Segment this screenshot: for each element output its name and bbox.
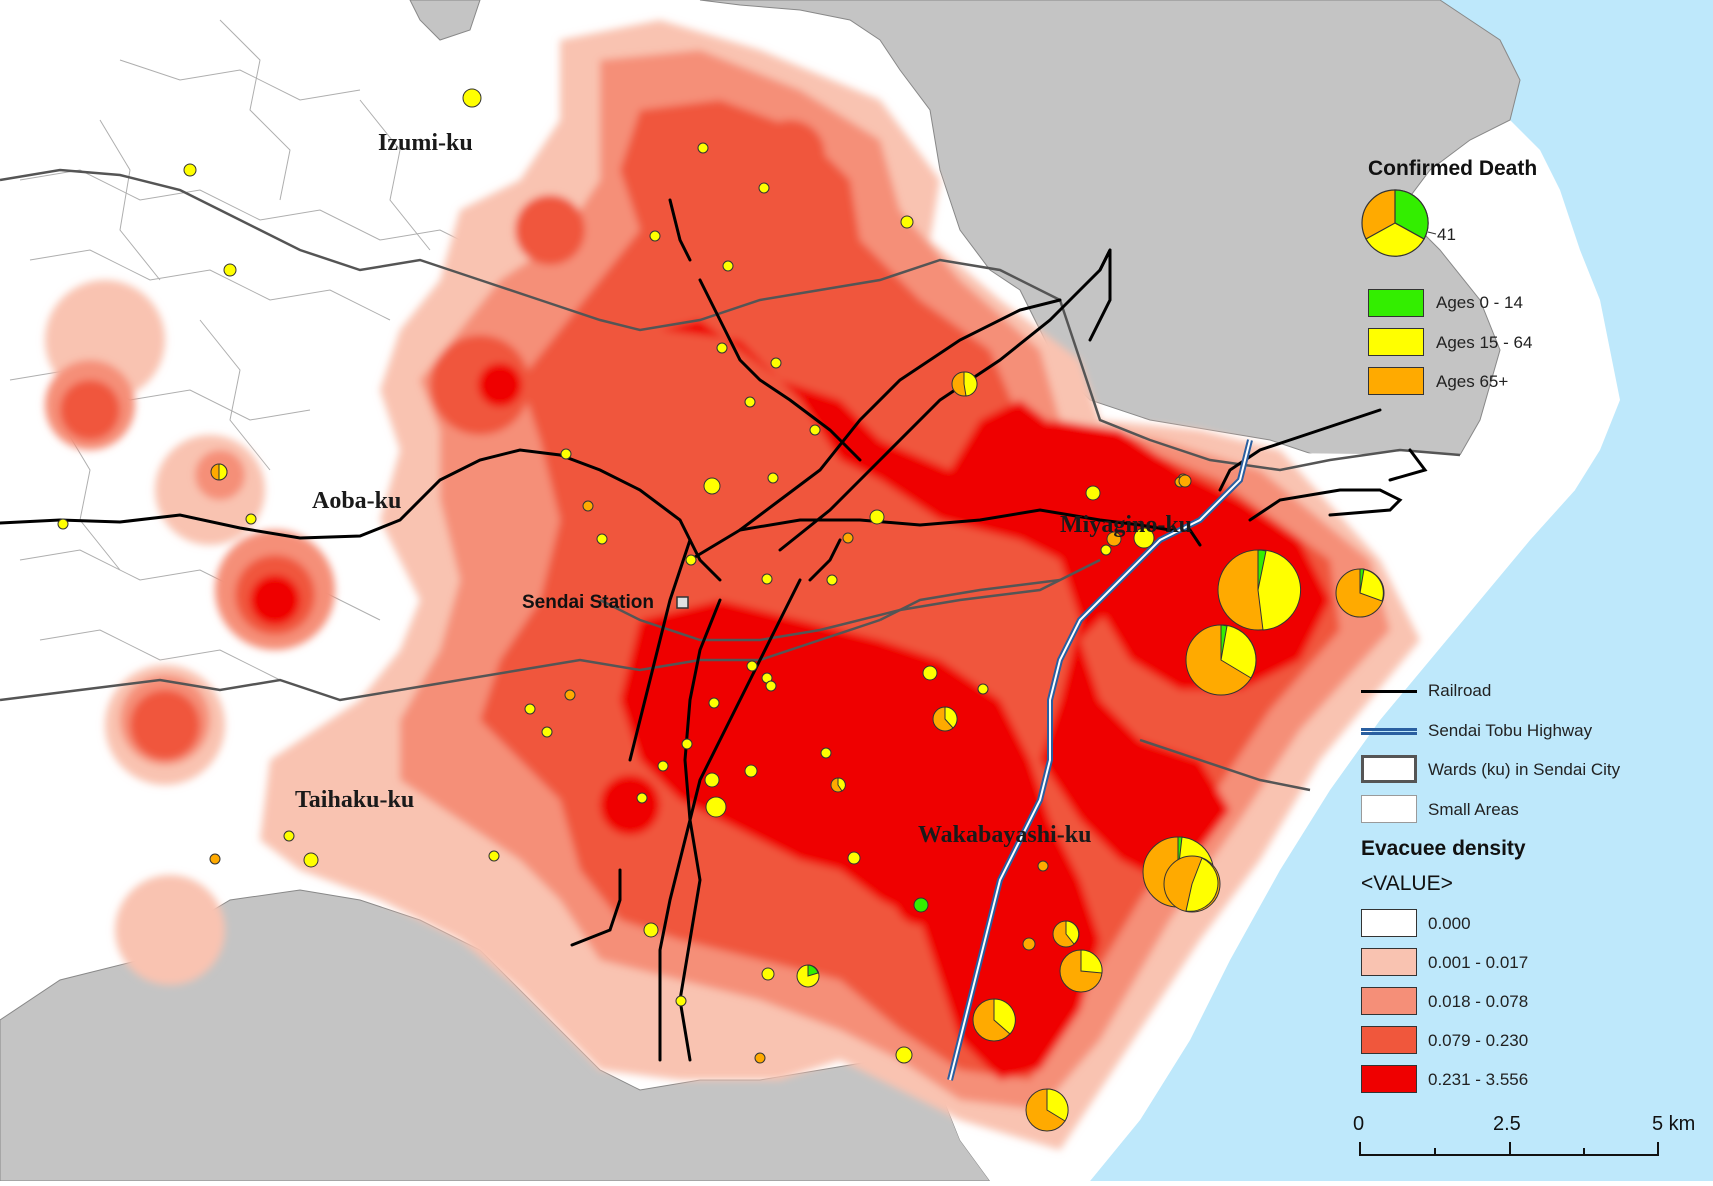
- death-pie: [1185, 624, 1257, 696]
- sendai-station-marker: [676, 596, 689, 609]
- legend-age-65-label: Ages 65+: [1436, 372, 1509, 391]
- legend-age-0-14-swatch: [1368, 289, 1424, 317]
- legend-age-65-swatch: [1368, 367, 1424, 395]
- legend-railroad-line: [1361, 690, 1417, 693]
- ward-label-miyagino: Miyagino-ku: [1060, 512, 1193, 538]
- ward-label-wakabayashi: Wakabayashi-ku: [918, 822, 1092, 848]
- ward-label-izumi: Izumi-ku: [378, 130, 473, 156]
- legend-density-0-label: 0.000: [1428, 914, 1471, 933]
- legend-density-1-label: 0.001 - 0.017: [1428, 953, 1529, 972]
- legend-age-0-14-label: Ages 0 - 14: [1436, 293, 1523, 312]
- sendai-station-label: Sendai Station: [522, 592, 654, 613]
- ward-label-aoba: Aoba-ku: [312, 488, 402, 514]
- legend-density-0-swatch: [1361, 909, 1417, 937]
- death-pie: [1217, 549, 1301, 631]
- scale-bar-ticks: [1359, 1142, 1659, 1156]
- legend-age-15-64-swatch: [1368, 328, 1424, 356]
- death-pie: [830, 777, 846, 793]
- legend-density-3-swatch: [1361, 1026, 1417, 1054]
- sea-area: [1090, 0, 1713, 1181]
- death-pie-charts: [210, 371, 1385, 1132]
- legend-pie-value: 41: [1437, 225, 1456, 244]
- legend-age-15-64-label: Ages 15 - 64: [1436, 333, 1533, 352]
- legend-small-areas-swatch: [1361, 795, 1417, 823]
- death-pie: [1059, 949, 1103, 993]
- legend-density-title: Evacuee density: [1361, 837, 1526, 860]
- death-pie: [1163, 855, 1221, 913]
- scale-tick-2-5: 2.5: [1493, 1113, 1521, 1135]
- legend-confirmed-death-title: Confirmed Death: [1368, 157, 1538, 180]
- death-pie: [796, 964, 820, 988]
- legend-density-4-label: 0.231 - 3.556: [1428, 1070, 1529, 1089]
- legend-density-2-label: 0.018 - 0.078: [1428, 992, 1529, 1011]
- legend-pie-leader: [1427, 231, 1437, 235]
- legend-density-1-swatch: [1361, 948, 1417, 976]
- legend-density-3-label: 0.079 - 0.230: [1428, 1031, 1529, 1050]
- legend-density-2-swatch: [1361, 987, 1417, 1015]
- scale-tick-5km: 5 km: [1652, 1113, 1696, 1135]
- death-pie: [1052, 920, 1080, 948]
- outside-city-northeast: [699, 0, 1521, 461]
- legend-density-subtitle: <VALUE>: [1361, 872, 1453, 895]
- ward-label-taihaku: Taihaku-ku: [295, 787, 415, 813]
- legend-wards-label: Wards (ku) in Sendai City: [1428, 760, 1621, 779]
- legend-density-4-swatch: [1361, 1065, 1417, 1093]
- scale-tick-0: 0: [1353, 1113, 1365, 1135]
- legend-railroad-label: Railroad: [1428, 681, 1492, 700]
- death-pie: [972, 998, 1016, 1042]
- ward-boundaries: [0, 168, 1461, 792]
- sendai-tobu-highway: [947, 439, 1253, 1081]
- legend-wards-swatch: [1361, 755, 1417, 783]
- death-points-small: [57, 88, 1192, 1064]
- legend-small-areas-label: Small Areas: [1428, 800, 1519, 819]
- legend-highway-label: Sendai Tobu Highway: [1428, 721, 1593, 740]
- death-pie: [1025, 1088, 1069, 1132]
- railroads: [0, 198, 1428, 1062]
- legend-highway-line: [1361, 728, 1417, 735]
- death-pie: [1335, 568, 1385, 618]
- death-pie: [210, 463, 228, 481]
- death-pie: [932, 706, 958, 732]
- outside-city-north: [409, 0, 481, 41]
- death-pie: [951, 371, 978, 397]
- legend-death-pie: [1361, 189, 1429, 257]
